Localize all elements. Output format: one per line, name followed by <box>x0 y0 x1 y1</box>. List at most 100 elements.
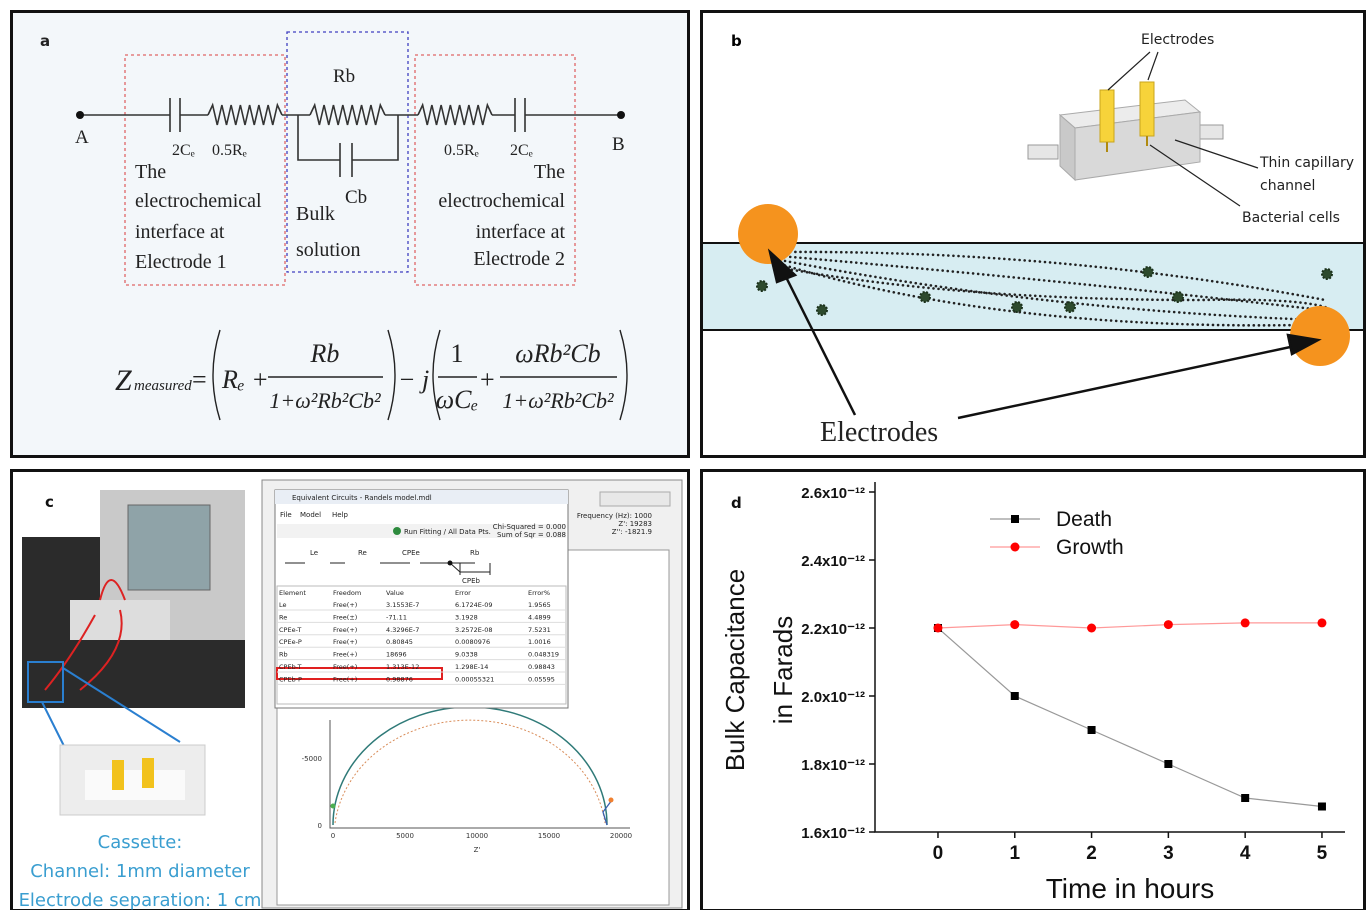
component-label: 2Cₑ <box>172 142 195 159</box>
table-header: Element <box>279 589 306 597</box>
readout: Frequency (Hz): 1000 <box>577 512 652 520</box>
table-header: Freedom <box>333 589 361 597</box>
table-cell: Le <box>279 601 287 609</box>
table-cell: 0.048319 <box>528 651 559 659</box>
menu-item[interactable]: Model <box>300 511 321 519</box>
table-cell: 3.1553E-7 <box>386 601 419 609</box>
equation-part: 1+ω²Rb²Cb² <box>502 388 614 413</box>
equation-part: Rb <box>310 339 340 368</box>
region-label: The <box>135 161 166 183</box>
legend-marker <box>1011 515 1019 523</box>
table-cell: 0.05595 <box>528 675 555 683</box>
photo <box>128 505 210 590</box>
equation-part: Z <box>115 364 132 397</box>
tick-label: 10000 <box>466 832 488 840</box>
cassette <box>142 758 154 788</box>
label: Electrodes <box>820 417 938 448</box>
label: Bacterial cells <box>1242 210 1340 226</box>
region-label: Bulk <box>296 203 335 225</box>
page: Figure body { margin: 0; background: #ff… <box>0 0 1366 910</box>
region-label: interface at <box>476 221 566 243</box>
legend-label: Death <box>1056 508 1112 531</box>
panel-label: c <box>45 493 54 511</box>
region-label: The <box>534 161 565 183</box>
x-tick-label: 0 <box>933 843 944 864</box>
marker <box>1088 726 1096 734</box>
circuit-label: Re <box>358 549 367 557</box>
marker <box>1164 760 1172 768</box>
tick-label: 20000 <box>610 832 632 840</box>
circuit-label: Rb <box>470 549 480 557</box>
label: Thin capillary <box>1259 155 1354 171</box>
x-axis-title: Time in hours <box>1046 873 1215 904</box>
page-body: { "panel_a": { "label": "a", "node_a": "… <box>0 0 1366 910</box>
legend-marker <box>1011 543 1020 552</box>
cassette <box>60 745 205 815</box>
equation-part: measured <box>134 378 192 394</box>
window-controls <box>600 492 670 506</box>
device <box>1028 145 1058 159</box>
figure: a A B 2Cₑ 0.5Rₑ Rb Cb 0.5Rₑ 2Cₑ The elec… <box>0 0 1366 910</box>
table-cell: CPEe-P <box>279 638 302 646</box>
caption: Electrode separation: 1 cm <box>19 890 262 910</box>
table-cell: -71.11 <box>386 613 407 621</box>
table-cell: 0.80845 <box>386 638 413 646</box>
marker <box>1087 624 1096 633</box>
panel-label: a <box>40 32 50 50</box>
region-label: Electrode 2 <box>473 248 565 270</box>
tick-label: 15000 <box>538 832 560 840</box>
table-cell: 4.4899 <box>528 613 551 621</box>
tick-label: -5000 <box>302 755 322 763</box>
menu-item[interactable]: Help <box>332 511 349 519</box>
node <box>617 111 625 119</box>
table-header: Error <box>455 589 471 597</box>
table-cell: 6.1724E-09 <box>455 601 492 609</box>
readout: Sum of Sqr = 0.088 <box>497 531 566 539</box>
bacterial-cell <box>920 292 930 302</box>
equation-part: + <box>480 365 495 394</box>
marker <box>1241 794 1249 802</box>
table-cell: Re <box>279 613 287 621</box>
marker <box>1164 620 1173 629</box>
tick-label: 0 <box>318 822 322 830</box>
table-cell: Free(+) <box>333 663 357 671</box>
table-cell: 18696 <box>386 651 407 659</box>
dialog <box>448 561 453 566</box>
table-header: Error% <box>528 589 550 597</box>
tick-label: 5000 <box>396 832 414 840</box>
caption: Cassette: <box>98 832 183 853</box>
photo <box>22 490 100 537</box>
marker <box>1318 803 1326 811</box>
nyquist-plot <box>331 804 336 809</box>
table-cell: 1.298E-14 <box>455 663 488 671</box>
panel-label: d <box>731 494 742 512</box>
x-tick-label: 1 <box>1009 843 1020 864</box>
table-cell: 9.0338 <box>455 651 478 659</box>
node-label: A <box>75 127 89 148</box>
axis-label: Z' <box>474 846 481 854</box>
marker <box>1317 618 1326 627</box>
panel-c: c Cassette: Channel: 1mm diameter Electr… <box>19 480 682 910</box>
region-label: solution <box>296 239 360 261</box>
menu-item[interactable]: File <box>280 511 292 519</box>
panel-frames <box>702 12 1365 457</box>
y-tick-label: 2.6x10⁻¹² <box>801 485 865 502</box>
readout: Z'': -1821.9 <box>612 528 652 536</box>
window-title: Equivalent Circuits - Randels model.mdl <box>292 494 432 502</box>
table-cell: 0.0080976 <box>455 638 490 646</box>
legend-label: Growth <box>1056 536 1124 559</box>
component-label: Rb <box>333 66 355 87</box>
table-cell: 3.2572E-08 <box>455 626 492 634</box>
button[interactable]: Run Fitting / All Data Pts. <box>404 528 491 536</box>
region-label: Electrode 1 <box>135 251 227 273</box>
tick-label: 0 <box>331 832 335 840</box>
x-tick-label: 3 <box>1163 843 1174 864</box>
region-label: electrochemical <box>135 190 262 212</box>
readout: Chi-Squared = 0.000 <box>493 523 566 531</box>
y-tick-label: 2.0x10⁻¹² <box>801 689 865 706</box>
region-label: interface at <box>135 221 225 243</box>
table-cell: Free(+) <box>333 638 357 646</box>
marker <box>933 624 942 633</box>
bacterial-cell <box>1143 267 1153 277</box>
component-label: 0.5Rₑ <box>444 142 479 159</box>
